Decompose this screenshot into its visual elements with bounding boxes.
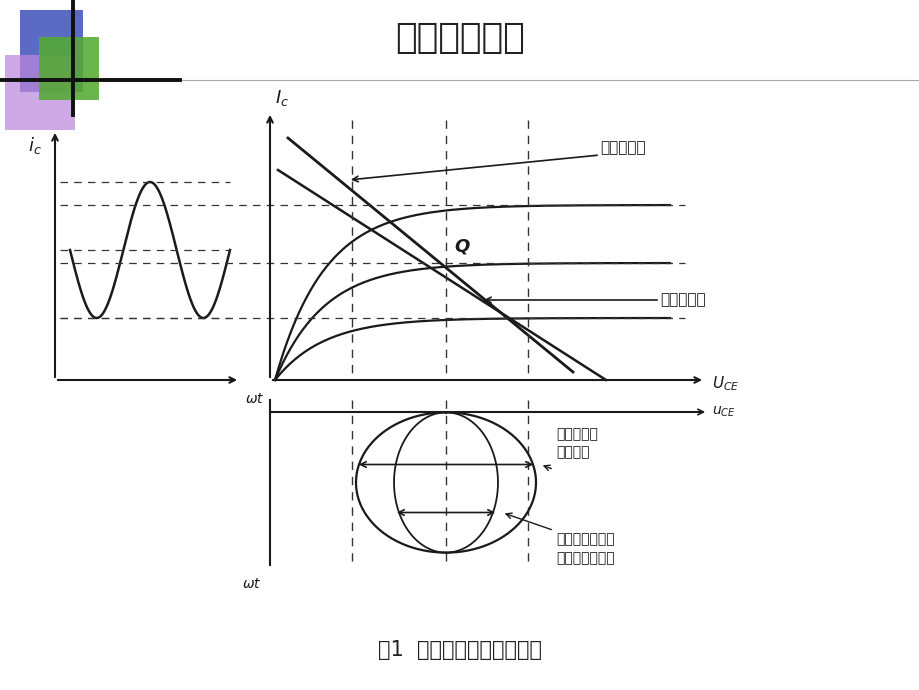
Text: Q: Q: [453, 237, 469, 255]
Text: $I_c$: $I_c$: [275, 88, 289, 108]
Text: 二、相关知识: 二、相关知识: [394, 21, 525, 55]
Bar: [39, 37, 99, 100]
Text: $\omega t$: $\omega t$: [242, 577, 262, 591]
Text: 图1  放大器最佳静态工作点: 图1 放大器最佳静态工作点: [378, 640, 541, 660]
Bar: [20, 10, 83, 92]
Text: $\omega t$: $\omega t$: [244, 392, 264, 406]
Text: 交流负载线: 交流负载线: [599, 140, 645, 155]
Text: $u_{CE}$: $u_{CE}$: [711, 405, 735, 420]
Text: 直流负载线: 直流负载线: [659, 293, 705, 308]
Text: $U_{CE}$: $U_{CE}$: [711, 375, 739, 393]
Text: 输出端接有负载
时信号动态范围: 输出端接有负载 时信号动态范围: [555, 533, 614, 565]
Text: $i_c$: $i_c$: [28, 135, 42, 156]
Text: 空载时信号
动态范围: 空载时信号 动态范围: [555, 427, 597, 460]
Bar: [5, 55, 75, 130]
